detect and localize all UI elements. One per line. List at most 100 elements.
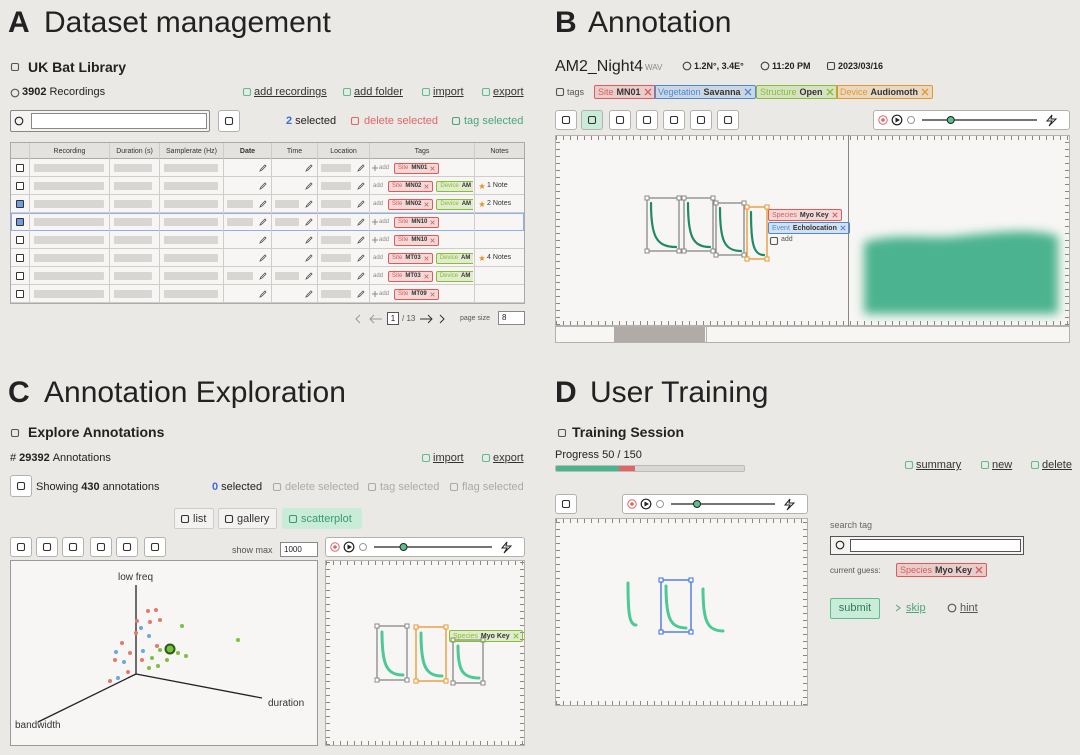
tag-chip[interactable]: Device AM bbox=[435, 270, 473, 282]
ruler bbox=[803, 519, 807, 705]
tag-chip[interactable]: Species Myo Key bbox=[896, 563, 988, 577]
row-checkbox[interactable] bbox=[16, 236, 24, 244]
placeholder bbox=[34, 290, 104, 298]
row-checkbox[interactable] bbox=[16, 254, 24, 262]
tool-button[interactable] bbox=[36, 537, 58, 557]
row-checkbox[interactable] bbox=[16, 182, 24, 190]
icon-shape bbox=[561, 115, 571, 125]
add-tag[interactable]: add bbox=[379, 237, 390, 243]
tag-chip[interactable]: Event Echolocation bbox=[768, 222, 850, 234]
tool-button[interactable] bbox=[10, 537, 32, 557]
tag-chip[interactable]: Site MN01 bbox=[594, 85, 656, 99]
selected-value: 0 bbox=[212, 481, 219, 493]
delete-selected[interactable]: delete selected bbox=[364, 115, 438, 127]
cell-divider bbox=[317, 213, 318, 231]
add-tag[interactable]: add bbox=[373, 183, 384, 189]
icon-shape bbox=[10, 428, 20, 438]
tool-button[interactable] bbox=[144, 537, 166, 557]
row-checkbox[interactable] bbox=[16, 218, 24, 226]
view-toggle[interactable]: scatterplot bbox=[282, 508, 362, 529]
submit-button[interactable]: submit bbox=[830, 598, 880, 619]
tag-chip[interactable]: Species Myo Key bbox=[768, 209, 842, 221]
tool-button[interactable] bbox=[62, 537, 84, 557]
add-tag[interactable]: add bbox=[373, 201, 384, 207]
tag-chip[interactable]: Site MN02 bbox=[388, 180, 434, 192]
view-toggle[interactable]: gallery bbox=[218, 508, 277, 529]
action-link[interactable]: summary bbox=[916, 459, 962, 471]
bulk-action[interactable]: tag selected bbox=[380, 481, 440, 493]
tool-button[interactable] bbox=[636, 110, 658, 130]
action-link[interactable]: new bbox=[992, 459, 1013, 471]
action-link[interactable]: import bbox=[433, 452, 464, 464]
tool-button[interactable] bbox=[555, 494, 577, 514]
tool-button[interactable] bbox=[116, 537, 138, 557]
bulk-action[interactable]: flag selected bbox=[462, 481, 524, 493]
tool-button[interactable] bbox=[90, 537, 112, 557]
tag-chip[interactable]: Species Myo Key bbox=[449, 630, 523, 642]
placeholder bbox=[321, 164, 351, 172]
add-tag[interactable]: add bbox=[379, 291, 390, 297]
row-checkbox[interactable] bbox=[16, 290, 24, 298]
view-toggle[interactable]: list bbox=[174, 508, 214, 529]
search-input[interactable] bbox=[31, 113, 207, 129]
tag-chip[interactable]: Device Audiomoth bbox=[836, 85, 934, 99]
cell-divider bbox=[109, 213, 110, 231]
add-tag[interactable]: add bbox=[373, 255, 384, 261]
tag-chip[interactable]: Site MN10 bbox=[394, 216, 440, 228]
tag-chip[interactable]: Device AM bbox=[435, 252, 473, 264]
tag-chip[interactable]: Site MN01 bbox=[394, 162, 440, 174]
row-checkbox[interactable] bbox=[16, 164, 24, 172]
tag-selected[interactable]: tag selected bbox=[464, 115, 524, 127]
audio-player[interactable] bbox=[873, 110, 1070, 130]
add-tag[interactable]: add bbox=[781, 236, 793, 243]
action-link[interactable]: delete bbox=[1042, 459, 1072, 471]
tool-button[interactable] bbox=[663, 110, 685, 130]
tag-chip[interactable]: Device AM bbox=[436, 198, 473, 210]
icon-shape bbox=[587, 115, 597, 125]
action-link[interactable]: export bbox=[493, 86, 524, 98]
tool-button[interactable] bbox=[581, 110, 603, 130]
action-link[interactable]: add folder bbox=[354, 86, 403, 98]
remove-cross bbox=[430, 219, 436, 225]
tag-chip[interactable]: Site MT09 bbox=[394, 288, 439, 300]
tag-chip[interactable]: Device AM bbox=[436, 180, 473, 192]
audio-player[interactable] bbox=[325, 537, 525, 557]
pencil bbox=[305, 200, 313, 208]
action-link[interactable]: export bbox=[493, 452, 524, 464]
audio-player[interactable] bbox=[622, 494, 808, 514]
tool-button[interactable] bbox=[609, 110, 631, 130]
skip-link[interactable]: skip bbox=[906, 602, 926, 614]
row-checkbox[interactable] bbox=[16, 200, 24, 208]
page-input[interactable]: 1 bbox=[387, 312, 399, 325]
hint-link[interactable]: hint bbox=[960, 602, 978, 614]
tool-button[interactable] bbox=[218, 110, 240, 132]
split-line bbox=[848, 135, 849, 326]
tag-chip[interactable]: Vegetation Savanna bbox=[654, 85, 756, 99]
pencil bbox=[259, 200, 267, 208]
add-tag[interactable]: add bbox=[373, 273, 384, 279]
add-tag[interactable]: add bbox=[379, 165, 390, 171]
scroll-thumb[interactable] bbox=[614, 327, 705, 342]
tag-chip[interactable]: Site MT03 bbox=[388, 270, 433, 282]
cell-divider bbox=[109, 231, 110, 249]
tag-chip[interactable]: Site MT03 bbox=[388, 252, 433, 264]
cell-divider bbox=[271, 285, 272, 303]
search-input[interactable] bbox=[850, 539, 1021, 552]
tag-chip[interactable]: Site MN02 bbox=[388, 198, 434, 210]
tag-chip[interactable]: Structure Open bbox=[756, 85, 838, 99]
tool-button[interactable] bbox=[690, 110, 712, 130]
tool-button[interactable] bbox=[10, 475, 32, 497]
tag-chip[interactable]: Site MN10 bbox=[394, 234, 440, 246]
tool-button[interactable] bbox=[555, 110, 577, 130]
tag-value: AM bbox=[461, 201, 472, 207]
row-checkbox[interactable] bbox=[16, 272, 24, 280]
action-link[interactable]: import bbox=[433, 86, 464, 98]
action-link[interactable]: add recordings bbox=[254, 86, 327, 98]
page-size-select[interactable]: 8 bbox=[498, 311, 525, 325]
bulk-action[interactable]: delete selected bbox=[285, 481, 359, 493]
icon bbox=[10, 428, 20, 438]
tool-button[interactable] bbox=[717, 110, 739, 130]
remove-cross bbox=[826, 88, 833, 96]
add-tag[interactable]: add bbox=[379, 219, 390, 225]
show-max-select[interactable]: 1000 bbox=[280, 542, 318, 557]
